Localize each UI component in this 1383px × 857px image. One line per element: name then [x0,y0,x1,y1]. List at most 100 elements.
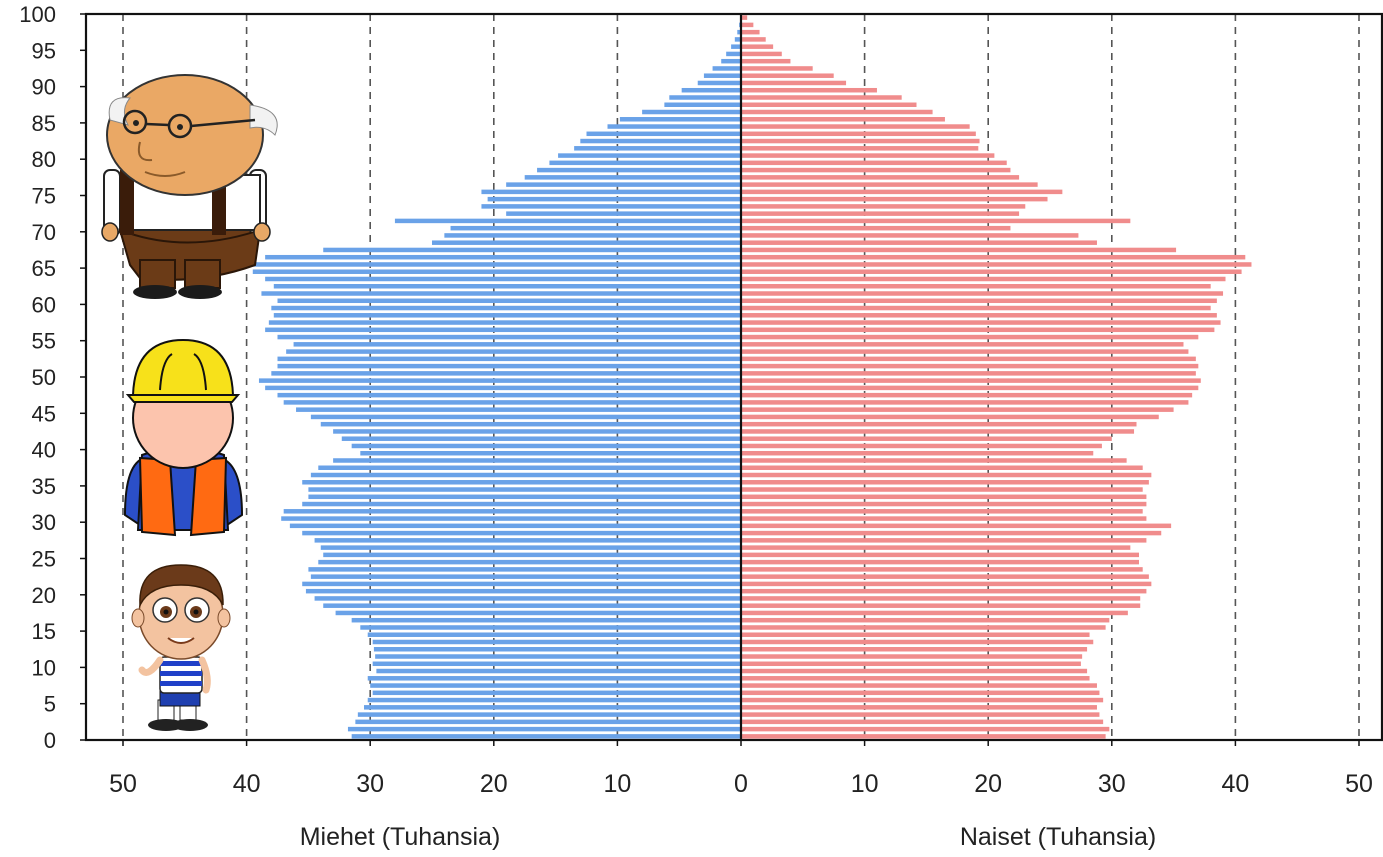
y-tick-label-100: 100 [19,2,56,27]
bar-men-age-71 [394,218,741,224]
bar-women-age-44 [741,414,1159,420]
bar-women-age-22 [741,574,1149,579]
bar-men-age-80 [558,153,741,158]
bar-women-age-72 [741,211,1020,216]
bar-women-age-18 [741,603,1141,608]
bar-men-age-55 [277,334,741,340]
bar-women-age-38 [741,458,1127,463]
bar-men-age-14 [367,632,741,637]
bar-women-age-78 [741,167,1011,173]
bar-men-age-18 [323,603,741,608]
bar-women-age-46 [741,400,1189,405]
bar-men-age-24 [318,559,741,565]
y-tick-label-35: 35 [32,474,56,499]
bar-men-age-28 [302,530,741,536]
bar-men-age-96 [734,37,741,42]
bar-women-age-35 [741,480,1149,485]
bar-men-age-97 [737,29,741,35]
bar-women-age-26 [741,545,1131,550]
bar-men-age-52 [277,356,741,362]
y-tick-label-80: 80 [32,147,56,172]
bar-men-age-29 [289,523,741,529]
bar-men-age-91 [703,73,741,78]
bar-women-age-9 [741,668,1088,674]
y-tick-label-85: 85 [32,111,56,136]
bar-men-age-38 [333,458,741,463]
bar-women-age-25 [741,552,1139,558]
bar-women-age-20 [741,588,1147,594]
bar-women-age-81 [741,146,979,151]
bar-women-age-10 [741,661,1081,667]
bar-men-age-53 [286,349,741,354]
bar-men-age-19 [314,596,741,601]
bar-men-age-51 [277,363,741,369]
bar-women-age-7 [741,683,1097,688]
bar-women-age-74 [741,196,1048,202]
bar-men-age-58 [273,313,741,318]
y-tick-label-90: 90 [32,75,56,100]
bar-men-age-67 [323,247,741,253]
bar-men-age-85 [619,117,741,122]
bar-men-age-0 [351,734,741,739]
bar-men-age-11 [375,654,741,659]
bar-women-age-86 [741,109,933,115]
bar-women-age-96 [741,37,766,42]
bar-men-age-81 [574,146,741,151]
bar-men-age-69 [444,233,741,238]
y-tick-label-65: 65 [32,256,56,281]
bar-women-age-23 [741,567,1143,572]
bar-men-age-72 [506,211,741,216]
x-axis-ticks: 50 40 30 20 10 0 10 20 30 40 50 [109,740,1373,798]
bars [252,15,1252,739]
bar-women-age-61 [741,291,1224,296]
bar-women-age-90 [741,80,847,86]
bar-women-age-42 [741,429,1135,434]
bar-men-age-8 [367,676,741,681]
bar-women-age-99 [741,15,748,20]
bar-women-age-65 [741,262,1252,267]
bar-men-age-16 [351,617,741,623]
bar-women-age-62 [741,283,1211,289]
bar-women-age-57 [741,320,1221,325]
bar-men-age-88 [669,95,741,100]
bar-men-age-86 [642,109,741,115]
bar-women-age-64 [741,269,1242,274]
bar-men-age-76 [506,182,741,187]
bar-women-age-63 [741,276,1226,282]
x-tick-label-right-0: 0 [734,770,748,798]
bar-men-age-90 [697,80,741,86]
bar-women-age-54 [741,342,1184,347]
bar-men-age-12 [373,646,741,652]
bar-men-age-43 [320,421,741,427]
bar-women-age-56 [741,327,1215,333]
bar-women-age-1 [741,726,1110,732]
bar-women-age-94 [741,51,782,57]
bar-men-age-36 [310,472,741,478]
x-tick-label-right-40: 40 [1221,770,1249,798]
bar-men-age-26 [320,545,741,550]
bar-men-age-63 [265,276,741,282]
bar-women-age-69 [741,233,1079,238]
bar-women-age-39 [741,450,1094,456]
bar-men-age-47 [277,392,741,398]
y-tick-label-30: 30 [32,510,56,535]
bar-women-age-82 [741,138,980,144]
bar-women-age-73 [741,204,1026,209]
bar-women-age-77 [741,175,1020,180]
bar-men-age-66 [265,254,741,260]
bar-men-age-59 [271,305,741,311]
bar-men-age-41 [341,436,741,441]
bar-men-age-6 [372,690,741,696]
bar-women-age-16 [741,617,1110,623]
bar-women-age-97 [741,29,760,35]
bar-women-age-58 [741,313,1217,318]
bar-men-age-78 [537,167,741,173]
bar-men-age-54 [293,342,741,347]
bar-women-age-53 [741,349,1189,354]
bar-women-age-27 [741,538,1147,543]
y-tick-label-40: 40 [32,438,56,463]
bar-women-age-13 [741,639,1094,645]
bar-men-age-21 [302,581,741,587]
boy-illustration [131,564,231,731]
